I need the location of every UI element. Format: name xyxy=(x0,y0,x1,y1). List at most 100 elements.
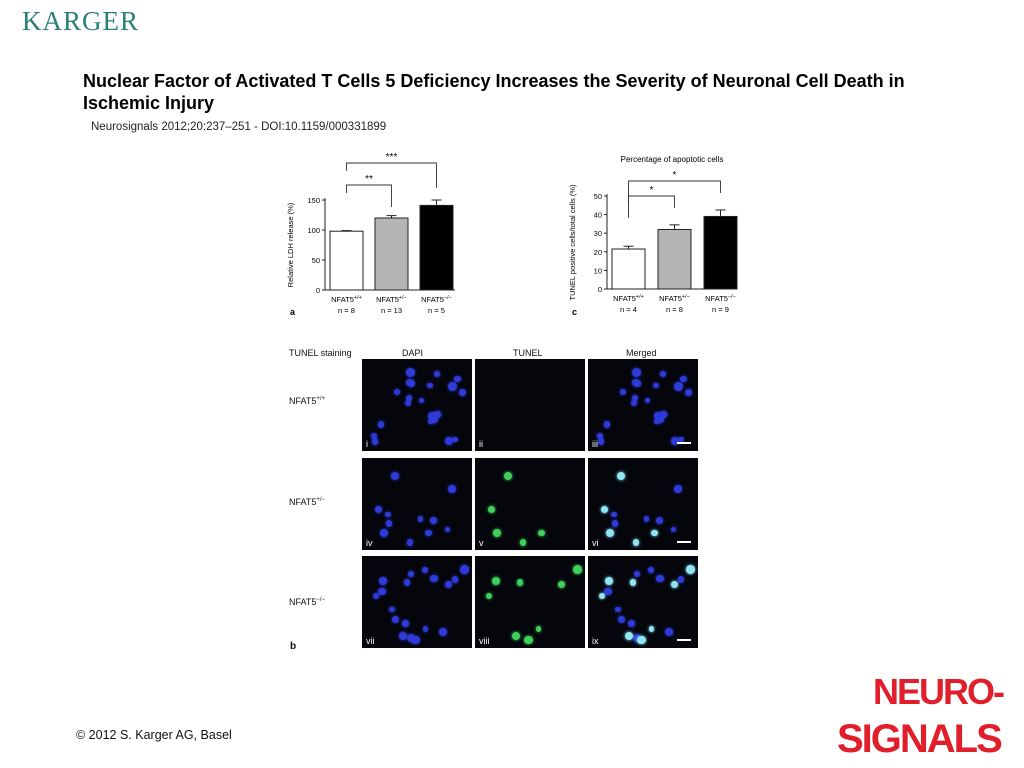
cell-nucleus xyxy=(393,388,400,395)
cell-nucleus xyxy=(372,593,379,600)
panel-c-significance-bracket-0 xyxy=(628,195,675,218)
cell-nucleus xyxy=(419,397,425,403)
cell-nucleus xyxy=(398,631,408,640)
cell-nucleus xyxy=(686,565,695,574)
panel-a-bar-1 xyxy=(374,217,409,291)
column-title-tunel: TUNEL xyxy=(513,348,543,358)
cell-nucleus xyxy=(612,520,619,527)
cell-nucleus xyxy=(492,528,501,537)
micrograph-iv: iv xyxy=(362,458,472,550)
tunel-staining-label: TUNEL staining xyxy=(289,348,352,358)
cell-nucleus xyxy=(516,579,524,586)
cell-nucleus xyxy=(422,566,429,573)
cell-nucleus xyxy=(404,399,412,407)
panel-c-bar-0 xyxy=(611,248,646,290)
cell-nucleus xyxy=(425,529,432,537)
cell-nucleus xyxy=(379,528,388,537)
slide-title: Nuclear Factor of Activated T Cells 5 De… xyxy=(83,71,905,113)
cell-nucleus xyxy=(645,397,651,403)
micrograph-label: iv xyxy=(366,538,373,548)
cell-nucleus xyxy=(648,566,655,573)
figure-panel-a: 0 50 100 150 Relative LDH release (%) NFAT5+/… xyxy=(286,152,455,317)
cell-nucleus xyxy=(611,511,618,518)
micrograph-v: v xyxy=(475,458,585,550)
panel-a-significance-label-0: ** xyxy=(365,174,373,185)
cell-nucleus xyxy=(536,626,542,632)
cell-nucleus xyxy=(677,576,685,584)
row-label-knockout: NFAT5−/− xyxy=(289,597,326,607)
cell-nucleus xyxy=(385,511,392,518)
panel-c-y-axis-label: TUNEL positive cells/total cells (%) xyxy=(568,184,577,301)
cell-nucleus xyxy=(632,395,638,402)
panel-a-n-label-0: n = 8 xyxy=(338,306,355,315)
panel-a-y-tick-label: 0 xyxy=(316,286,320,295)
cell-nucleus xyxy=(633,379,642,387)
cell-nucleus xyxy=(558,580,566,588)
cell-nucleus xyxy=(665,628,674,637)
cell-nucleus xyxy=(444,436,454,446)
cell-nucleus xyxy=(386,520,393,527)
scale-bar xyxy=(677,639,691,641)
micrograph-vi: vi xyxy=(588,458,698,550)
panel-c-panel-label: c xyxy=(572,307,577,317)
cell-nucleus xyxy=(411,636,420,645)
panel-a-bar-2 xyxy=(419,204,454,291)
panel-c-bar-1 xyxy=(657,228,692,290)
cell-nucleus xyxy=(370,433,377,440)
panel-c-category-label-0: NFAT5+/+ xyxy=(613,294,644,303)
panel-c-n-label-2: n = 9 xyxy=(712,305,729,314)
cell-nucleus xyxy=(671,527,677,533)
micrograph-label: v xyxy=(479,538,484,548)
panel-a-n-label-2: n = 5 xyxy=(428,306,445,315)
cell-nucleus xyxy=(406,633,415,643)
figure-panel-b: TUNEL staining DAPI TUNEL Merged NFAT5+/… xyxy=(280,344,710,654)
cell-nucleus xyxy=(538,529,545,537)
cell-nucleus xyxy=(603,587,612,596)
scale-bar xyxy=(677,442,691,444)
cell-nucleus xyxy=(632,633,641,643)
neurosignals-logo: NEURO- SIGNALS xyxy=(837,671,1006,760)
column-title-merged: Merged xyxy=(626,348,657,358)
cell-nucleus xyxy=(680,375,687,383)
cell-nucleus xyxy=(406,368,416,378)
micrograph-ii: ii xyxy=(475,359,585,451)
copyright: © 2012 S. Karger AG, Basel xyxy=(76,728,232,742)
column-title-dapi: DAPI xyxy=(402,348,424,358)
panel-c-chart-title: Percentage of apoptotic cells xyxy=(621,155,724,164)
cell-nucleus xyxy=(447,485,456,494)
cell-nucleus xyxy=(601,505,608,513)
micrograph-label: viii xyxy=(479,636,490,646)
panel-c-significance-bracket-1 xyxy=(628,180,721,203)
cell-nucleus xyxy=(573,565,582,574)
cell-nucleus xyxy=(485,593,492,600)
panel-a-significance-bracket-1 xyxy=(346,162,437,188)
cell-nucleus xyxy=(603,421,611,428)
cell-nucleus xyxy=(402,620,409,627)
micrograph-vii: vii xyxy=(362,556,472,648)
cell-nucleus xyxy=(660,411,668,419)
cell-nucleus xyxy=(629,579,637,586)
micrograph-i: i xyxy=(362,359,472,451)
cell-nucleus xyxy=(452,436,458,443)
cell-nucleus xyxy=(630,399,638,407)
row-label-wildtype: NFAT5+/+ xyxy=(289,396,326,406)
cell-nucleus xyxy=(433,371,440,378)
panel-a-significance-label-1: *** xyxy=(386,152,398,163)
cell-nucleus xyxy=(492,577,501,586)
panel-c-n-label-0: n = 4 xyxy=(620,305,637,314)
panel-c-category-label-2: NFAT5−/− xyxy=(705,294,736,303)
cell-nucleus xyxy=(406,539,414,546)
cell-nucleus xyxy=(511,631,521,640)
panel-a-category-label-1: NFAT5+/− xyxy=(376,295,407,304)
panel-c-y-tick-label: 0 xyxy=(598,285,602,294)
cell-nucleus xyxy=(524,636,533,645)
cell-nucleus xyxy=(670,436,680,446)
figure-panel-c: Percentage of apoptotic cells 0 10 20 30 40 50… xyxy=(568,155,738,317)
panel-a-y-tick-label: 150 xyxy=(307,196,320,205)
scale-bar xyxy=(677,541,691,543)
cell-nucleus xyxy=(634,570,641,578)
cell-nucleus xyxy=(632,368,642,378)
cell-nucleus xyxy=(678,436,684,443)
karger-logo: KARGER xyxy=(22,6,140,36)
cell-nucleus xyxy=(637,636,646,645)
